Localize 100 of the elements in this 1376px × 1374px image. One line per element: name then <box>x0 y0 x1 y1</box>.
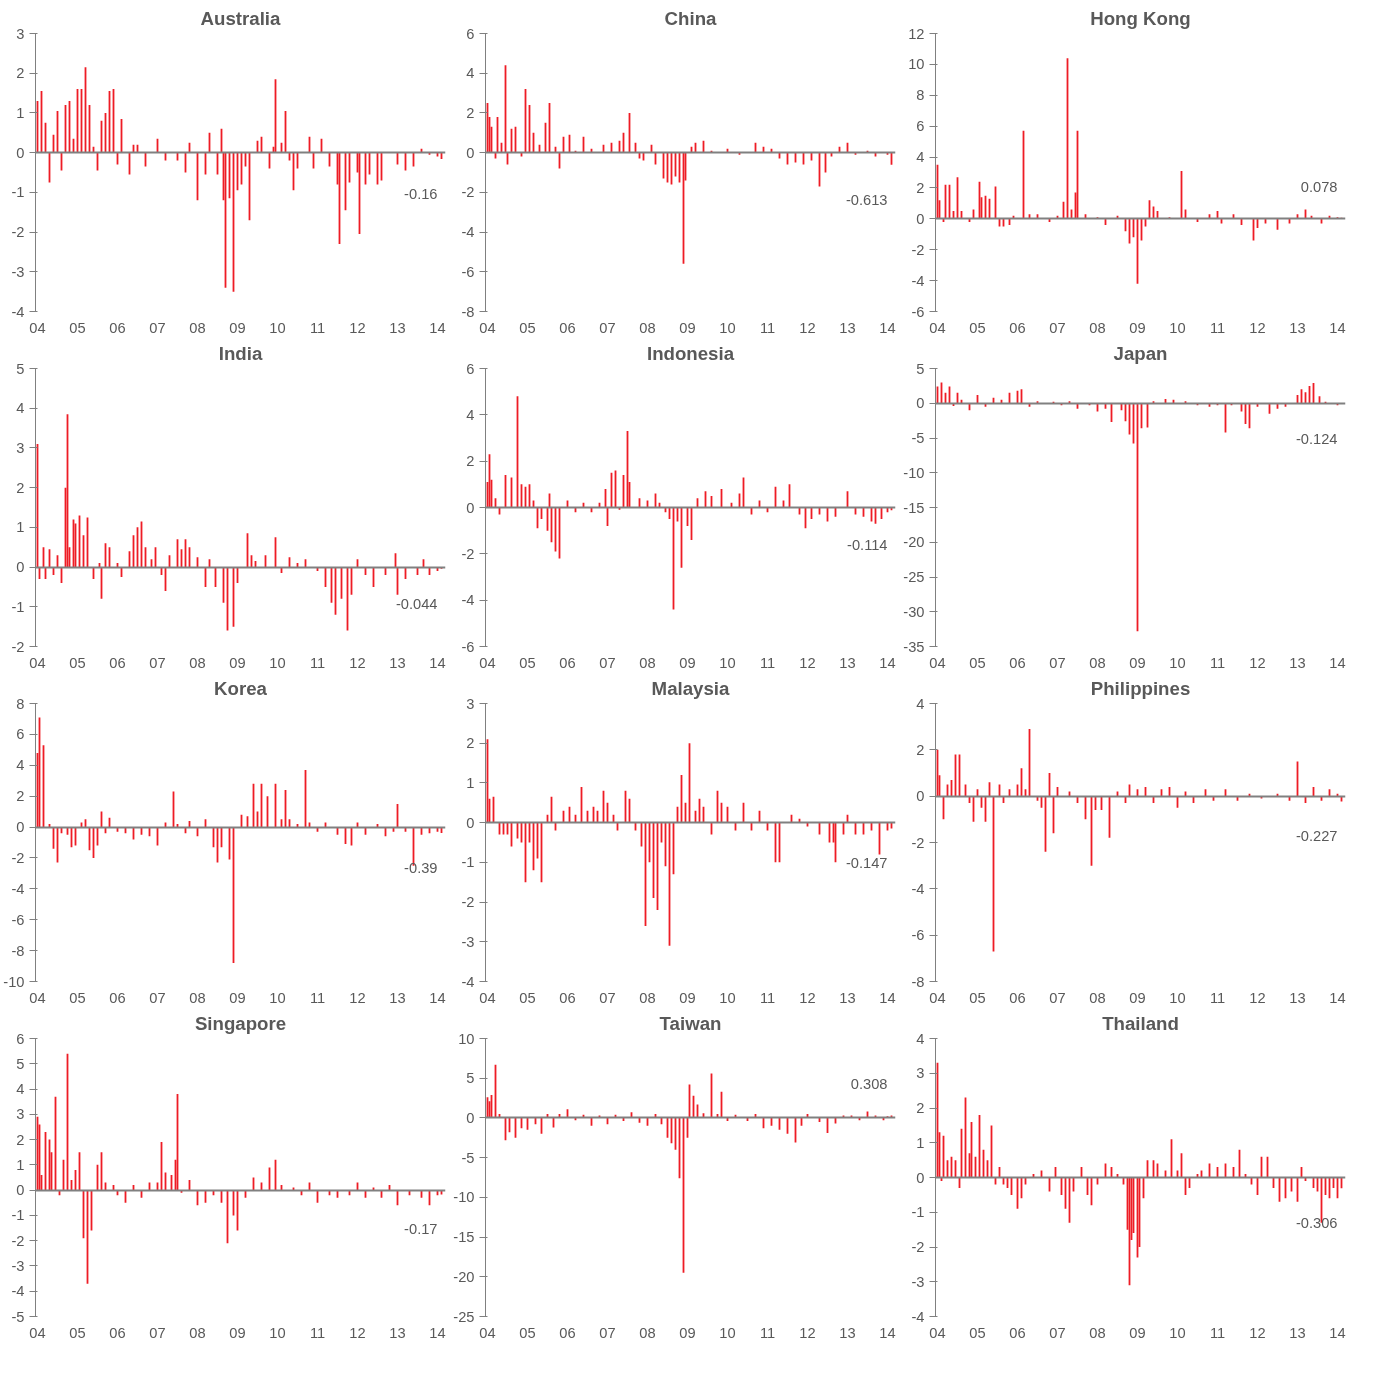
y-tick-label: -2 <box>911 1239 925 1255</box>
x-tick-label: 13 <box>1289 319 1306 336</box>
x-tick-label: 12 <box>349 319 366 336</box>
x-tick-label: 04 <box>929 1324 946 1341</box>
y-tick-label: -2 <box>911 241 925 258</box>
x-tick-label: 09 <box>1129 654 1146 671</box>
x-tick-label: 06 <box>1009 319 1026 336</box>
x-tick-label: 12 <box>1249 1324 1266 1341</box>
x-tick-label: 07 <box>149 1324 166 1341</box>
x-tick-label: 06 <box>1009 654 1026 671</box>
x-tick-label: 11 <box>1209 989 1226 1006</box>
x-tick-label: 05 <box>69 319 86 336</box>
x-tick-label: 11 <box>1209 1324 1226 1341</box>
y-tick-label: 10 <box>458 1030 475 1047</box>
x-tick-label: 06 <box>559 654 576 671</box>
x-tick-label: 06 <box>1009 989 1026 1006</box>
chart-title: Australia <box>200 7 282 29</box>
y-tick-label: 1 <box>916 1134 925 1151</box>
x-tick-label: 09 <box>679 989 696 1006</box>
y-tick-label: -2 <box>11 849 25 866</box>
x-tick-label: 11 <box>1209 319 1226 336</box>
y-tick-label: -6 <box>911 303 925 320</box>
y-tick-label: -5 <box>11 1308 25 1325</box>
x-tick-label: 08 <box>1089 319 1106 336</box>
y-tick-label: 3 <box>16 439 25 456</box>
y-tick-label: 2 <box>916 179 925 196</box>
x-tick-label: 09 <box>1129 1324 1146 1341</box>
x-tick-label: 06 <box>109 654 126 671</box>
x-tick-label: 05 <box>69 989 86 1006</box>
y-tick-label: 2 <box>16 65 25 82</box>
y-tick-label: -25 <box>453 1308 475 1325</box>
y-tick-label: 3 <box>466 695 475 712</box>
x-tick-label: 04 <box>29 654 46 671</box>
y-tick-label: 0 <box>466 144 475 161</box>
x-tick-label: 13 <box>839 319 856 336</box>
x-tick-label: 04 <box>29 1324 46 1341</box>
x-tick-label: 10 <box>269 1324 286 1341</box>
x-tick-label: 14 <box>429 319 446 336</box>
x-tick-label: 13 <box>1289 989 1306 1006</box>
x-tick-label: 11 <box>759 319 776 336</box>
y-tick-label: 5 <box>466 1070 475 1087</box>
x-tick-label: 11 <box>759 1324 776 1341</box>
x-tick-label: 08 <box>1089 654 1106 671</box>
y-tick-label: -4 <box>461 224 475 241</box>
x-tick-label: 07 <box>599 1324 616 1341</box>
y-tick-label: 2 <box>466 104 475 121</box>
y-tick-label: -4 <box>11 1283 25 1300</box>
y-tick-label: -1 <box>461 854 475 871</box>
y-tick-label: 0 <box>916 395 925 412</box>
x-tick-label: 11 <box>309 989 326 1006</box>
chart-title: Taiwan <box>659 1012 722 1034</box>
x-tick-label: 04 <box>929 989 946 1006</box>
x-tick-label: 08 <box>189 989 206 1006</box>
y-tick-label: 4 <box>16 1081 25 1098</box>
chart-title: India <box>218 342 263 364</box>
chart-title: Philippines <box>1090 677 1191 699</box>
x-tick-label: 08 <box>1089 1324 1106 1341</box>
x-tick-label: 07 <box>599 654 616 671</box>
x-tick-label: 14 <box>879 654 896 671</box>
x-tick-label: 12 <box>1249 319 1266 336</box>
y-tick-label: 1 <box>466 774 475 791</box>
x-tick-label: 13 <box>389 989 406 1006</box>
y-tick-label: -35 <box>903 638 925 655</box>
y-tick-label: 8 <box>916 87 925 104</box>
y-tick-label: -20 <box>453 1268 475 1285</box>
y-tick-label: 6 <box>16 726 25 743</box>
x-tick-label: 14 <box>1329 319 1346 336</box>
x-tick-label: 10 <box>1169 1324 1186 1341</box>
x-tick-label: 06 <box>109 1324 126 1341</box>
y-tick-label: 2 <box>916 741 925 758</box>
y-tick-label: 4 <box>916 695 925 712</box>
x-tick-label: 04 <box>929 319 946 336</box>
y-tick-label: 2 <box>466 735 475 752</box>
y-tick-label: -6 <box>461 638 475 655</box>
y-tick-label: -20 <box>903 534 925 551</box>
y-tick-label: -1 <box>911 1204 925 1221</box>
x-tick-label: 12 <box>799 989 816 1006</box>
x-tick-label: 13 <box>389 654 406 671</box>
annotation: -0.17 <box>404 1221 438 1238</box>
x-tick-label: 07 <box>1049 319 1066 336</box>
x-tick-label: 14 <box>1329 1324 1346 1341</box>
annotation: -0.306 <box>1295 1215 1338 1232</box>
y-tick-label: -5 <box>461 1149 475 1166</box>
x-tick-label: 11 <box>309 319 326 336</box>
y-tick-label: 2 <box>466 453 475 470</box>
x-tick-label: 06 <box>559 989 576 1006</box>
y-tick-label: -15 <box>903 499 925 516</box>
x-tick-label: 08 <box>189 319 206 336</box>
y-tick-label: -3 <box>911 1273 925 1290</box>
x-tick-label: 09 <box>229 1324 246 1341</box>
x-tick-label: 04 <box>479 654 496 671</box>
x-tick-label: 08 <box>189 1324 206 1341</box>
y-tick-label: 5 <box>916 360 925 377</box>
x-tick-label: 13 <box>1289 1324 1306 1341</box>
x-tick-label: 10 <box>719 319 736 336</box>
x-tick-label: 14 <box>1329 989 1346 1006</box>
chart-title: Hong Kong <box>1090 7 1191 29</box>
x-tick-label: 07 <box>599 989 616 1006</box>
y-tick-label: -2 <box>461 184 475 201</box>
x-tick-label: 07 <box>599 319 616 336</box>
